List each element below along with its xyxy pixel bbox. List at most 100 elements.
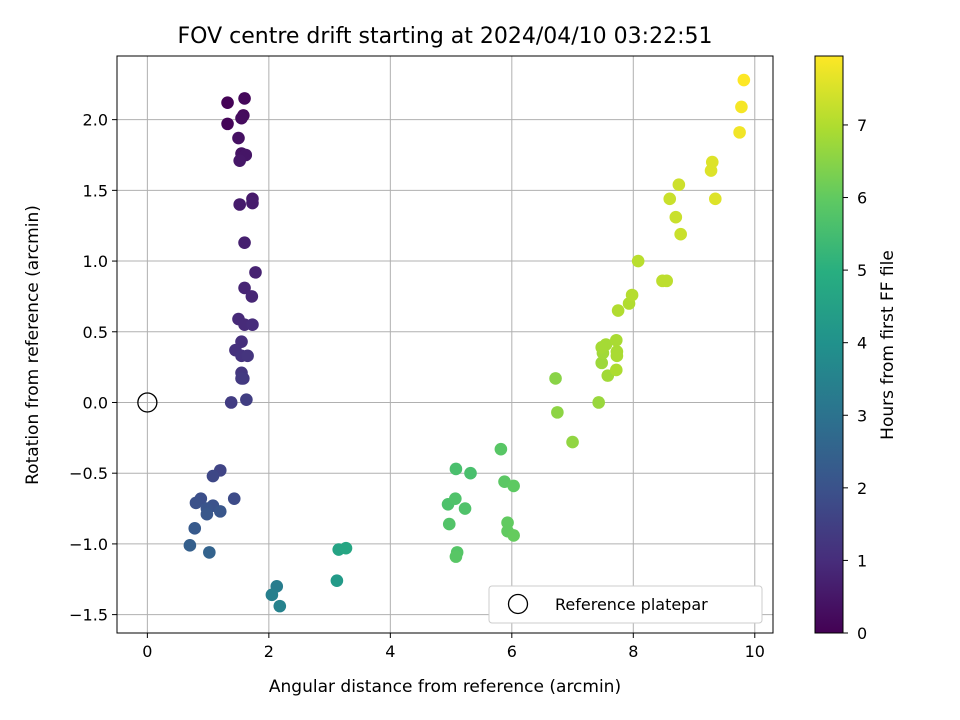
data-point bbox=[669, 210, 683, 224]
colorbar-tick-label: 3 bbox=[857, 406, 867, 425]
data-point bbox=[631, 254, 645, 268]
legend-reference-marker bbox=[507, 593, 529, 615]
colorbar-label: Hours from first FF file bbox=[878, 250, 898, 440]
data-point bbox=[249, 266, 262, 279]
data-point bbox=[449, 462, 463, 476]
data-point bbox=[595, 356, 609, 370]
y-axis-ticks: −1.5 −1.0 −0.5 0.0 0.5 1.0 1.5 2.0 bbox=[69, 111, 117, 625]
data-point bbox=[221, 117, 234, 131]
data-point bbox=[246, 318, 259, 332]
colorbar: 0 1 2 3 4 5 6 7 Hours from first FF file bbox=[814, 55, 898, 643]
data-point bbox=[595, 341, 609, 354]
data-point bbox=[566, 435, 579, 449]
x-tick-label: 8 bbox=[628, 642, 638, 661]
y-axis-label: Rotation from reference (arcmin) bbox=[23, 205, 43, 485]
legend: Reference platepar bbox=[488, 585, 763, 624]
plot-frame bbox=[116, 55, 774, 634]
data-point bbox=[233, 154, 246, 167]
data-point bbox=[609, 333, 623, 347]
data-point bbox=[464, 466, 477, 480]
colorbar-tick-label: 0 bbox=[857, 624, 867, 643]
data-point bbox=[265, 588, 279, 602]
data-point bbox=[200, 507, 214, 521]
data-point bbox=[551, 406, 564, 419]
data-point bbox=[238, 236, 251, 249]
data-point bbox=[213, 505, 227, 518]
data-point bbox=[206, 469, 220, 483]
colorbar-gradient bbox=[814, 55, 844, 634]
data-point bbox=[458, 502, 472, 515]
data-point bbox=[235, 111, 248, 125]
grid-lines bbox=[117, 56, 773, 633]
y-tick-label: −0.5 bbox=[69, 464, 108, 483]
data-point bbox=[203, 546, 216, 559]
data-point bbox=[625, 288, 639, 302]
colorbar-ticks: 0 1 2 3 4 5 6 7 bbox=[843, 116, 867, 643]
data-point bbox=[339, 541, 353, 555]
x-tick-label: 4 bbox=[385, 642, 395, 661]
data-point bbox=[592, 396, 605, 409]
colorbar-tick-label: 7 bbox=[857, 116, 867, 135]
chart-title: FOV centre drift starting at 2024/04/10 … bbox=[178, 24, 713, 49]
x-tick-label: 2 bbox=[264, 642, 274, 661]
colorbar-tick-label: 2 bbox=[857, 479, 867, 498]
x-tick-label: 6 bbox=[507, 642, 517, 661]
data-point bbox=[708, 192, 722, 206]
colorbar-tick-label: 1 bbox=[857, 551, 867, 570]
data-point bbox=[235, 372, 248, 385]
legend-reference-label: Reference platepar bbox=[555, 595, 708, 614]
data-point bbox=[273, 599, 287, 613]
data-point bbox=[610, 349, 624, 363]
reference-marker-group bbox=[137, 392, 158, 413]
data-point bbox=[246, 196, 259, 210]
y-tick-label: 2.0 bbox=[83, 111, 108, 130]
data-point bbox=[663, 192, 677, 206]
data-point bbox=[330, 574, 344, 587]
data-point bbox=[449, 492, 462, 505]
data-point bbox=[549, 372, 562, 385]
data-point bbox=[183, 539, 197, 552]
reference-marker bbox=[137, 392, 158, 413]
data-point bbox=[241, 349, 254, 363]
y-tick-label: 0.0 bbox=[83, 393, 108, 412]
x-axis-ticks: 0 2 4 6 8 10 bbox=[142, 633, 765, 661]
data-point bbox=[449, 550, 463, 563]
data-point bbox=[507, 479, 520, 493]
data-point bbox=[611, 304, 625, 317]
y-tick-label: 1.5 bbox=[83, 181, 108, 200]
data-point bbox=[609, 363, 623, 377]
y-tick-label: −1.5 bbox=[69, 606, 108, 625]
data-point bbox=[737, 73, 751, 87]
data-point bbox=[238, 92, 251, 105]
x-tick-label: 10 bbox=[745, 642, 765, 661]
x-axis-label: Angular distance from reference (arcmin) bbox=[269, 677, 621, 697]
data-point bbox=[240, 393, 253, 406]
data-point bbox=[232, 131, 245, 145]
x-tick-label: 0 bbox=[142, 642, 152, 661]
data-point bbox=[733, 126, 746, 139]
data-point bbox=[674, 227, 687, 241]
data-point bbox=[233, 198, 246, 211]
colorbar-tick-label: 6 bbox=[857, 189, 867, 208]
data-point bbox=[660, 274, 674, 288]
data-point bbox=[188, 522, 202, 535]
data-point bbox=[238, 281, 251, 295]
colorbar-tick-label: 4 bbox=[857, 334, 867, 353]
data-point bbox=[245, 290, 259, 303]
legend-box bbox=[488, 585, 763, 624]
data-point bbox=[227, 492, 241, 505]
data-point bbox=[442, 517, 456, 531]
data-point bbox=[221, 96, 234, 109]
data-points bbox=[183, 73, 751, 613]
data-point bbox=[735, 100, 748, 114]
colorbar-tick-label: 5 bbox=[857, 261, 867, 280]
data-point bbox=[224, 396, 238, 409]
y-tick-label: 1.0 bbox=[83, 252, 108, 271]
data-point bbox=[494, 442, 508, 456]
data-point bbox=[705, 155, 719, 169]
data-point bbox=[189, 496, 203, 510]
data-point bbox=[672, 178, 686, 191]
y-tick-label: 0.5 bbox=[83, 323, 108, 342]
y-tick-label: −1.0 bbox=[69, 535, 108, 554]
